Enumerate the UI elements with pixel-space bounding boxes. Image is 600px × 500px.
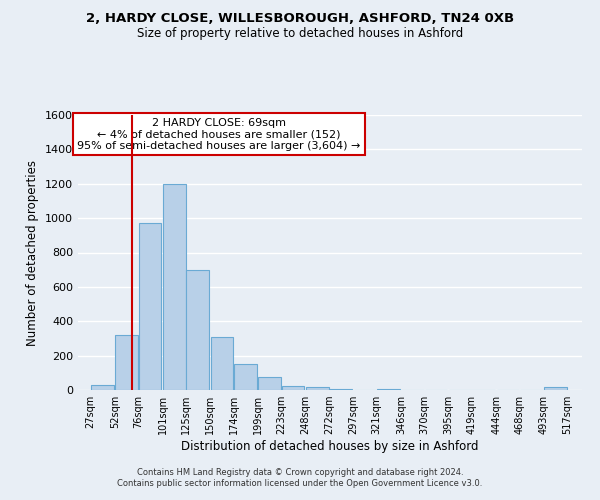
- Bar: [306, 387, 329, 390]
- Text: 2, HARDY CLOSE, WILLESBOROUGH, ASHFORD, TN24 0XB: 2, HARDY CLOSE, WILLESBOROUGH, ASHFORD, …: [86, 12, 514, 26]
- Bar: [544, 388, 567, 390]
- Text: Contains HM Land Registry data © Crown copyright and database right 2024.
Contai: Contains HM Land Registry data © Crown c…: [118, 468, 482, 487]
- Bar: [234, 364, 257, 390]
- Bar: [211, 336, 233, 390]
- Bar: [281, 386, 304, 390]
- Bar: [186, 270, 209, 390]
- X-axis label: Distribution of detached houses by size in Ashford: Distribution of detached houses by size …: [181, 440, 479, 453]
- Bar: [115, 335, 138, 390]
- Bar: [258, 377, 281, 390]
- Text: Size of property relative to detached houses in Ashford: Size of property relative to detached ho…: [137, 28, 463, 40]
- Y-axis label: Number of detached properties: Number of detached properties: [26, 160, 40, 346]
- Text: 2 HARDY CLOSE: 69sqm
← 4% of detached houses are smaller (152)
95% of semi-detac: 2 HARDY CLOSE: 69sqm ← 4% of detached ho…: [77, 118, 361, 151]
- Bar: [91, 385, 114, 390]
- Bar: [163, 184, 186, 390]
- Bar: [139, 224, 161, 390]
